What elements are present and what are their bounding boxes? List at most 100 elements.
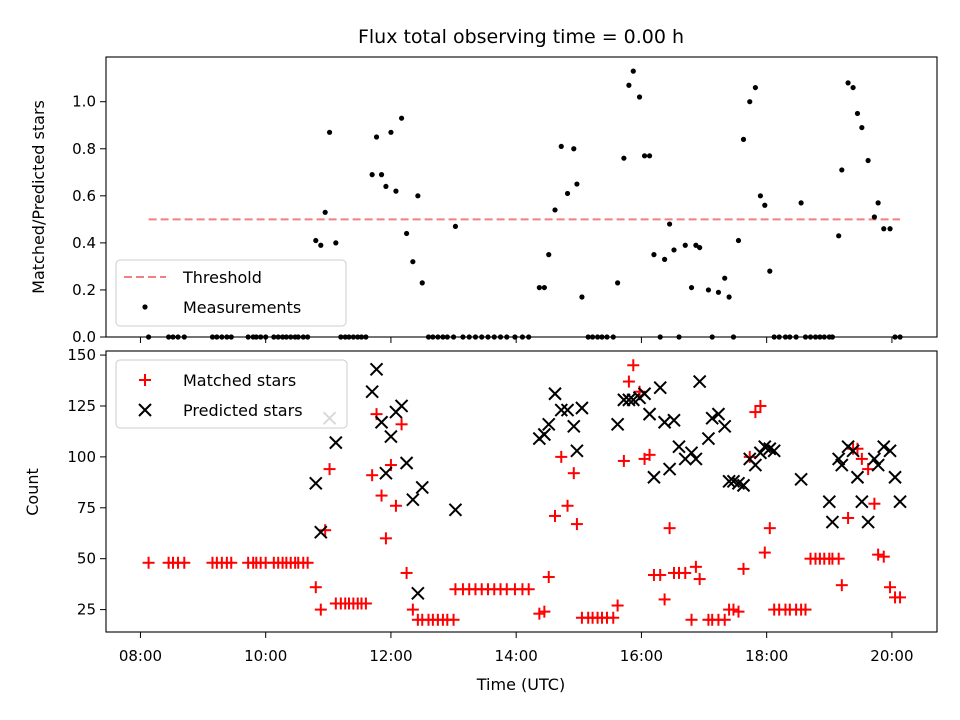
bottom-legend-predicted-label: Predicted stars — [183, 401, 303, 420]
predicted-star-point — [867, 452, 882, 466]
predicted-star-point — [825, 515, 840, 529]
predicted-star-point — [329, 435, 343, 450]
predicted-star-point — [684, 446, 699, 460]
matched-star-point — [359, 597, 372, 610]
matched-star-point — [561, 499, 574, 512]
measurement-point — [615, 280, 621, 286]
measurement-point — [875, 200, 881, 206]
predicted-star-point — [893, 494, 907, 509]
bottom-legend: Matched stars Predicted stars — [115, 359, 348, 429]
measurement-point — [715, 289, 722, 295]
predicted-star-point — [537, 427, 552, 442]
predicted-star-point — [647, 470, 661, 484]
measurement-point — [646, 153, 653, 159]
matched-star-point — [400, 566, 413, 579]
matched-star-point — [314, 603, 327, 616]
predicted-star-point — [861, 515, 875, 529]
top-legend-box — [115, 259, 347, 327]
measurement-point — [887, 226, 893, 232]
predicted-star-point — [610, 417, 625, 432]
measurement-point — [722, 275, 728, 281]
predicted-star-point — [314, 525, 328, 539]
top-y-tick-label: 0.8 — [72, 140, 96, 158]
measurement-point — [661, 256, 668, 262]
matched-star-point — [693, 573, 706, 586]
bottom-legend-matched-label: Matched stars — [183, 371, 296, 390]
bottom-y-tick-label: 75 — [77, 499, 96, 517]
predicted-star-point — [642, 407, 657, 421]
predicted-star-point — [701, 431, 716, 446]
measurement-point — [541, 284, 547, 291]
matched-star-point — [549, 509, 562, 522]
matched-star-point — [877, 550, 890, 563]
matched-star-point — [799, 603, 812, 616]
measurement-point — [313, 237, 319, 244]
measurement-point — [378, 172, 385, 178]
predicted-star-point — [570, 444, 584, 458]
measurement-point — [845, 80, 851, 86]
predicted-star-point — [877, 439, 891, 454]
matched-star-point — [643, 448, 656, 461]
star-count-points — [142, 359, 907, 626]
chart-title: Flux total observing time = 0.00 h — [358, 26, 684, 48]
predicted-star-point — [692, 374, 707, 389]
predicted-star-point — [560, 403, 575, 417]
measurement-point — [552, 207, 558, 213]
matched-star-point — [872, 548, 885, 561]
measurement-point — [536, 284, 542, 291]
matched-star-point — [533, 607, 546, 620]
measurement-point — [798, 200, 804, 206]
matched-star-point — [835, 579, 848, 592]
top-y-tick-label: 0.4 — [72, 234, 96, 252]
measurement-point — [641, 153, 648, 159]
predicted-star-point — [822, 494, 836, 509]
matched-star-point — [406, 603, 419, 616]
measurement-point — [579, 294, 585, 300]
top-legend-measurements-swatch — [142, 304, 148, 310]
measurement-point — [865, 157, 871, 164]
measurement-point — [564, 190, 571, 197]
matched-star-point — [832, 552, 845, 565]
measurement-point — [558, 143, 564, 150]
matched-star-point — [689, 560, 702, 573]
matched-star-point — [389, 499, 402, 512]
predicted-star-point — [855, 494, 869, 509]
measurement-point — [322, 209, 328, 215]
bottom-y-tick-label: 50 — [77, 550, 96, 568]
matched-star-point — [758, 546, 771, 559]
bottom-y-ticks: 25 50 75 100 125 150 — [67, 346, 106, 619]
x-tick-label: 18:00 — [745, 647, 788, 665]
predicted-star-point — [753, 446, 768, 460]
matched-star-point — [622, 375, 635, 388]
bottom-y-tick-label: 100 — [67, 448, 96, 466]
predicted-star-point — [846, 444, 860, 458]
predicted-star-point — [653, 380, 667, 395]
bottom-y-tick-label: 25 — [77, 601, 96, 619]
measurement-point — [571, 146, 577, 152]
measurement-point — [651, 252, 657, 258]
measurement-point — [693, 242, 699, 248]
top-axes-frame — [105, 56, 938, 338]
predicted-star-point — [448, 503, 463, 517]
bottom-legend-predicted-swatch — [138, 403, 152, 417]
matched-star-point — [685, 613, 698, 626]
predicted-star-point — [888, 470, 902, 484]
measurement-point — [697, 244, 703, 251]
predicted-star-point — [567, 419, 581, 434]
predicted-star-point — [850, 470, 865, 484]
measurement-point — [859, 124, 865, 131]
matched-star-point — [737, 562, 750, 575]
predicted-star-point — [883, 444, 897, 458]
matched-star-point — [743, 450, 756, 463]
top-y-axis-label: Matched/Predicted stars — [29, 100, 48, 294]
matched-star-point — [607, 611, 620, 624]
top-y-tick-label: 0.2 — [72, 281, 96, 299]
predicted-star-point — [542, 417, 556, 432]
measurement-point — [546, 252, 552, 258]
matched-star-point — [319, 524, 332, 537]
predicted-star-point — [415, 480, 429, 495]
predicted-star-point — [705, 411, 719, 425]
measurement-point — [333, 240, 339, 246]
measurement-point — [839, 167, 845, 173]
measurement-point — [388, 129, 394, 135]
